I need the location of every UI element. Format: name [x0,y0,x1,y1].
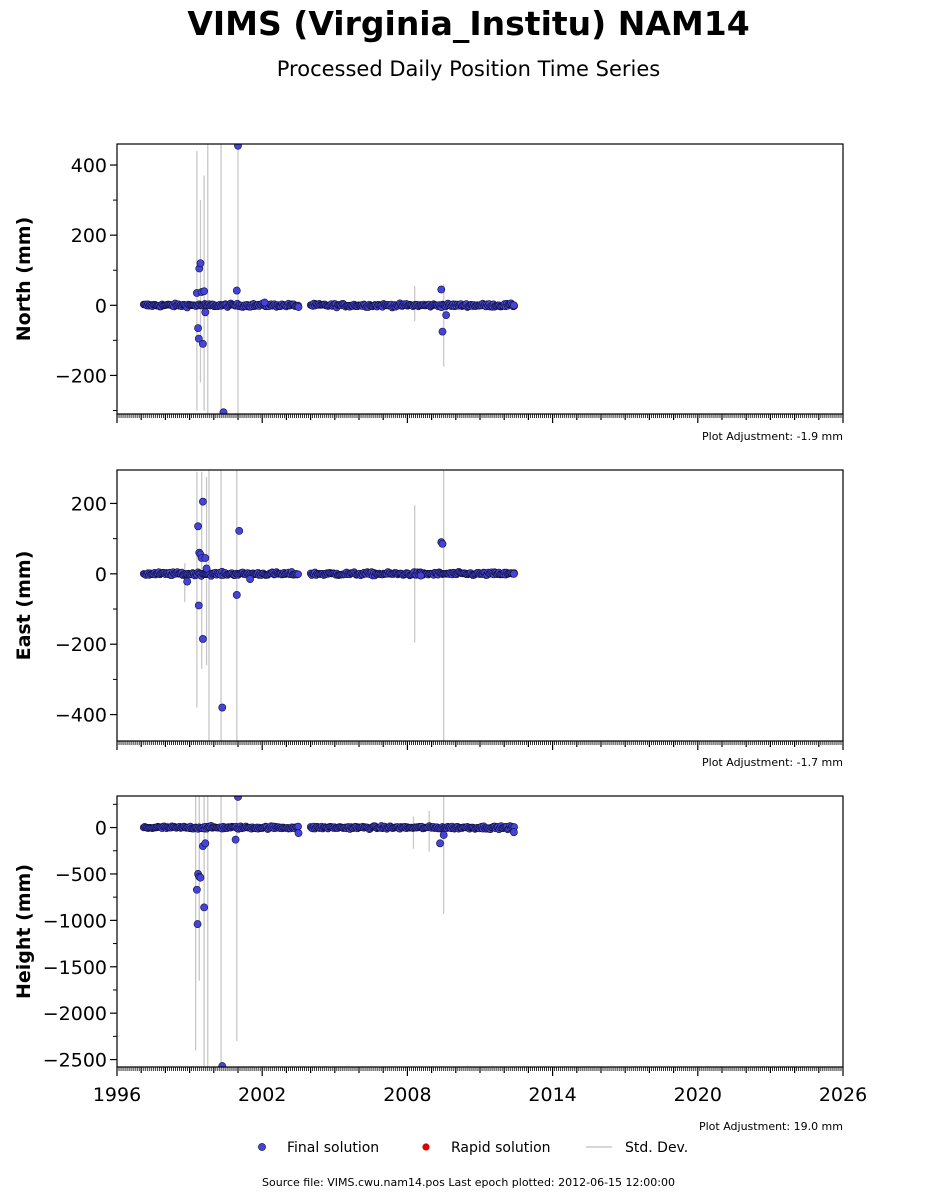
final-solution-point [442,311,451,320]
x-tick-label: 2008 [383,1084,431,1106]
y-tick-label: −200 [55,634,107,656]
final-solution-point [218,703,227,712]
final-solution-point [196,259,205,268]
legend-label: Final solution [287,1140,379,1156]
final-solution-point [194,334,203,343]
y-tick-label: −1500 [43,957,107,979]
axes-frame [116,469,844,742]
final-solution-point [246,575,254,584]
final-solution-point [439,831,448,839]
final-solution-point [200,287,209,296]
final-solution-point [201,554,210,562]
final-solution-point [294,303,303,311]
final-solution-point [183,577,192,586]
y-axis-label: North (mm) [13,217,35,342]
final-solution-point [235,526,244,535]
final-solution-point [438,327,447,336]
legend-label: Std. Dev. [625,1140,688,1156]
y-tick-label: −2000 [43,1003,107,1025]
plot-adjustment-note: Plot Adjustment: -1.9 mm [702,430,843,443]
y-tick-label: −1000 [43,910,107,932]
y-tick-label: −2500 [43,1050,107,1072]
final-solution-point [294,570,302,578]
legend-item: Rapid solution [422,1140,551,1156]
final-solution-point [200,903,209,912]
final-solution-point [234,144,242,150]
final-solution-point [416,571,425,580]
plot-area [139,796,518,1067]
chart-title: VIMS (Virginia_Institu) NAM14 [187,4,750,43]
y-tick-label: −400 [55,705,107,727]
y-tick-label: 0 [95,818,107,840]
final-solution-point [436,839,444,848]
legend-marker [258,1143,266,1151]
final-solution-point [509,569,518,578]
y-tick-label: 200 [71,493,107,515]
final-solution-point [218,1062,227,1067]
legend-item: Std. Dev. [586,1140,688,1156]
y-axis-label: Height (mm) [13,864,35,999]
final-solution-point [201,308,210,317]
legend: Final solution Rapid solution Std. Dev. [258,1140,688,1156]
final-solution-point [219,408,228,414]
final-solution-point [199,339,207,348]
x-tick-label: 2026 [819,1084,867,1106]
final-solution-point [202,564,211,573]
final-solution-point [231,835,240,844]
final-solution-point [294,822,302,831]
x-tick-label: 2002 [238,1084,286,1106]
plot-adjustment-note: Plot Adjustment: 19.0 mm [699,1120,843,1133]
final-solution-point [194,522,202,531]
y-tick-label: 0 [95,564,107,586]
daily-solutions [139,821,518,834]
legend-item: Final solution [258,1140,379,1156]
final-solution-point [509,301,518,310]
final-solution-point [199,497,207,506]
final-solution-point [201,839,210,848]
plot-area [139,470,518,741]
legend-label: Rapid solution [451,1140,551,1156]
y-tick-label: −200 [55,365,107,387]
final-solution-point [437,285,446,294]
y-axis-label: East (mm) [13,551,35,661]
final-solution-point [232,591,241,599]
final-solution-point [194,324,202,332]
chart-subtitle: Processed Daily Position Time Series [276,57,661,81]
panel-north: −200 0 200 400 North (mm) Plot Adjustment: -1… [13,143,844,443]
daily-solutions [139,567,518,580]
final-solution-point [193,920,202,928]
plot-area [139,144,518,414]
final-solution-point [438,540,447,548]
final-solution-point [509,828,518,837]
final-solution-point [194,601,203,610]
daily-solutions [139,299,518,312]
y-tick-label: −500 [55,864,107,886]
final-solution-point [294,829,303,838]
x-tick-label: 2020 [674,1084,722,1106]
final-solution-point [196,873,205,882]
axes-frame [116,795,844,1068]
final-solution-point [234,796,242,801]
final-solution-point [232,286,241,295]
axes-frame [116,143,844,415]
final-solution-point [199,635,207,643]
y-tick-label: 0 [95,295,107,317]
legend-marker [422,1143,430,1151]
panel-height: −2500 −2000 −1500 −1000 −500 0 1996 2002 2008 201… [13,795,867,1133]
y-tick-label: 400 [71,155,107,177]
source-footer: Source file: VIMS.cwu.nam14.pos Last epo… [262,1176,675,1189]
y-tick-label: 200 [71,225,107,247]
x-tick-label: 2014 [528,1084,576,1106]
panel-east: −400 −200 0 200 East (mm) Plot Adjustment: -1… [13,469,844,769]
x-tick-label: 1996 [93,1084,141,1106]
plot-adjustment-note: Plot Adjustment: -1.7 mm [702,756,843,769]
final-solution-point [192,885,201,894]
final-solution-point [260,298,269,307]
